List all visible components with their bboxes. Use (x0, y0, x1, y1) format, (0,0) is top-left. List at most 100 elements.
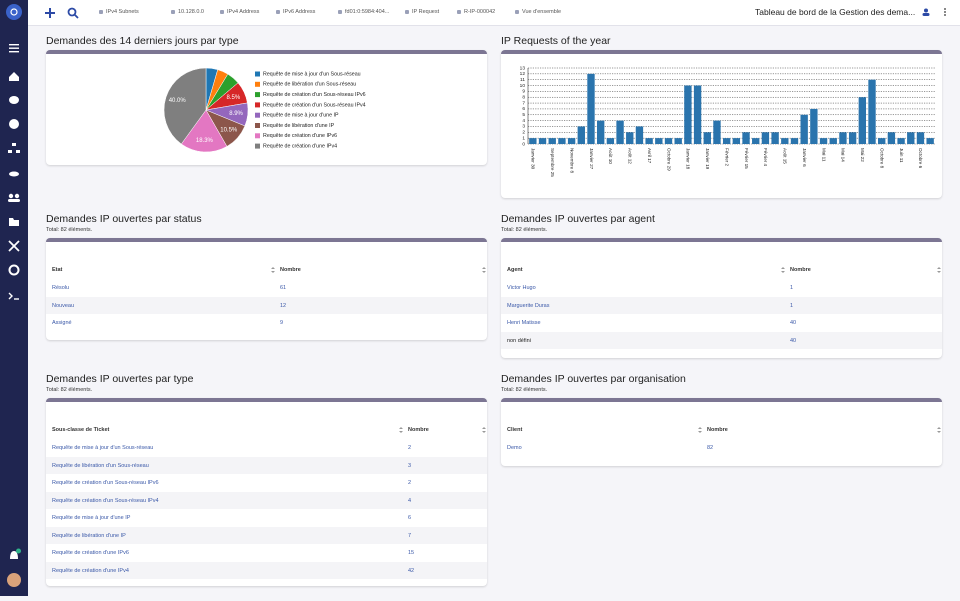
column-header[interactable]: Agent (507, 267, 523, 273)
row-count[interactable]: 9 (280, 320, 284, 326)
sort-icon[interactable] (698, 427, 702, 429)
row-label: non défini (507, 337, 531, 344)
panel-card: Client Nombre Demo 82 (501, 398, 942, 466)
toolbar-actions (45, 7, 79, 19)
settings-icon[interactable] (8, 264, 20, 276)
row-label[interactable]: Requête de mise à jour d'un Sous-réseau (52, 445, 154, 451)
sidebar (0, 0, 28, 596)
breadcrumb-item[interactable]: fd01:0:5984:404... (338, 9, 389, 15)
row-label[interactable]: Victor Hugo (507, 285, 536, 291)
row-label[interactable]: Requête de libération d'une IP (52, 532, 126, 539)
sort-icon[interactable] (482, 271, 486, 273)
home-icon[interactable] (9, 72, 19, 81)
row-label[interactable]: Demo (507, 445, 522, 451)
sort-icon[interactable] (399, 427, 403, 429)
table-row (501, 296, 942, 315)
table-row (501, 279, 942, 297)
column-header[interactable]: Nombre (790, 267, 811, 273)
sort-icon[interactable] (781, 271, 785, 273)
globe-icon[interactable] (9, 119, 19, 129)
breadcrumb-item[interactable]: IPv4 Address (220, 9, 259, 15)
user-menu-icon[interactable] (922, 8, 930, 17)
breadcrumb-item[interactable]: Vue d'ensemble (515, 9, 561, 15)
add-button[interactable] (45, 8, 55, 18)
column-header[interactable]: Etat (52, 267, 63, 273)
row-label[interactable]: Résolu (52, 285, 70, 291)
users-icon[interactable] (8, 193, 20, 202)
user-avatar[interactable] (7, 573, 21, 587)
row-count[interactable]: 61 (280, 285, 287, 291)
table-row (46, 561, 487, 580)
column-header[interactable]: Client (507, 427, 523, 433)
row-count[interactable]: 4 (408, 497, 412, 504)
row-label[interactable]: Requête de mise à jour d'une IP (52, 515, 131, 521)
sort-icon[interactable] (937, 427, 941, 429)
breadcrumb-item[interactable]: IP Request (405, 9, 439, 15)
row-count[interactable]: 1 (790, 285, 794, 291)
column-header[interactable]: Nombre (707, 427, 728, 433)
sidebar-icons (6, 4, 22, 587)
sort-icon[interactable] (271, 267, 275, 269)
panel-title: Demandes IP ouvertes par type (46, 373, 194, 385)
row-count[interactable]: 82 (707, 445, 714, 451)
column-header[interactable]: Nombre (408, 427, 429, 433)
sort-icon[interactable] (937, 267, 941, 269)
row-count[interactable]: 40 (790, 337, 797, 344)
column-header[interactable]: Sous-classe de Ticket (52, 427, 110, 433)
sort-icon[interactable] (781, 267, 785, 269)
table-row (46, 526, 487, 545)
network-icon[interactable] (8, 143, 20, 153)
tools-icon[interactable] (8, 240, 20, 252)
breadcrumb-item[interactable]: 10.128.0.0 (171, 9, 204, 15)
row-label[interactable]: Assigné (52, 320, 72, 326)
table-row (46, 474, 487, 492)
sort-icon[interactable] (271, 271, 275, 273)
sort-icon[interactable] (482, 427, 486, 429)
notifications-icon[interactable] (10, 551, 18, 559)
database-icon[interactable] (9, 96, 19, 104)
row-label[interactable]: Henri Matisse (507, 320, 541, 326)
row-count[interactable]: 6 (408, 515, 412, 521)
handshake-icon[interactable] (9, 171, 19, 177)
row-label[interactable]: Requête de création d'un Sous-réseau IPv… (52, 480, 159, 486)
row-label[interactable]: Nouveau (52, 302, 75, 309)
folder-icon[interactable] (9, 218, 19, 226)
row-count[interactable]: 1 (790, 302, 794, 309)
breadcrumb-item[interactable]: IPv6 Address (276, 9, 315, 15)
row-label[interactable]: Marguerite Duras (507, 302, 550, 309)
sort-icon[interactable] (937, 431, 941, 433)
row-count[interactable]: 7 (408, 532, 412, 539)
sort-icon[interactable] (937, 271, 941, 273)
console-icon[interactable] (8, 292, 19, 300)
sort-icon[interactable] (482, 267, 486, 269)
notification-badge (16, 548, 21, 554)
row-count[interactable]: 42 (408, 567, 415, 574)
row-label[interactable]: Requête de libération d'un Sous-réseau (52, 462, 149, 469)
sort-icon[interactable] (698, 431, 702, 433)
sort-icon[interactable] (482, 431, 486, 433)
dashboard-title: Tableau de bord de la Gestion des dema..… (755, 7, 916, 17)
row-count[interactable]: 15 (408, 550, 415, 556)
breadcrumb-item[interactable]: IPv4 Subnets (99, 9, 139, 15)
panel-card: Sous-classe de Ticket Nombre Requête de mi… (46, 398, 487, 586)
table-row (46, 509, 487, 527)
sort-icon[interactable] (399, 431, 403, 433)
row-count[interactable]: 40 (790, 320, 797, 326)
panel-total: Total: 82 éléments. (46, 387, 93, 393)
column-header[interactable]: Nombre (280, 267, 301, 273)
table-row (46, 491, 487, 510)
row-count[interactable]: 2 (408, 445, 412, 451)
panel-total: Total: 82 éléments. (501, 387, 548, 393)
more-menu[interactable] (944, 8, 946, 16)
table-row (46, 279, 487, 297)
row-label[interactable]: Requête de création d'une IPv4 (52, 567, 129, 574)
menu-icon[interactable] (9, 44, 19, 53)
breadcrumb-item[interactable]: R-IP-000042 (457, 9, 495, 15)
row-count[interactable]: 12 (280, 302, 287, 309)
logo[interactable] (6, 4, 22, 20)
row-label[interactable]: Requête de création d'un Sous-réseau IPv… (52, 497, 159, 504)
row-count[interactable]: 2 (408, 480, 412, 486)
row-label[interactable]: Requête de création d'une IPv6 (52, 550, 129, 556)
row-count[interactable]: 3 (408, 462, 412, 469)
search-button[interactable] (67, 7, 79, 19)
